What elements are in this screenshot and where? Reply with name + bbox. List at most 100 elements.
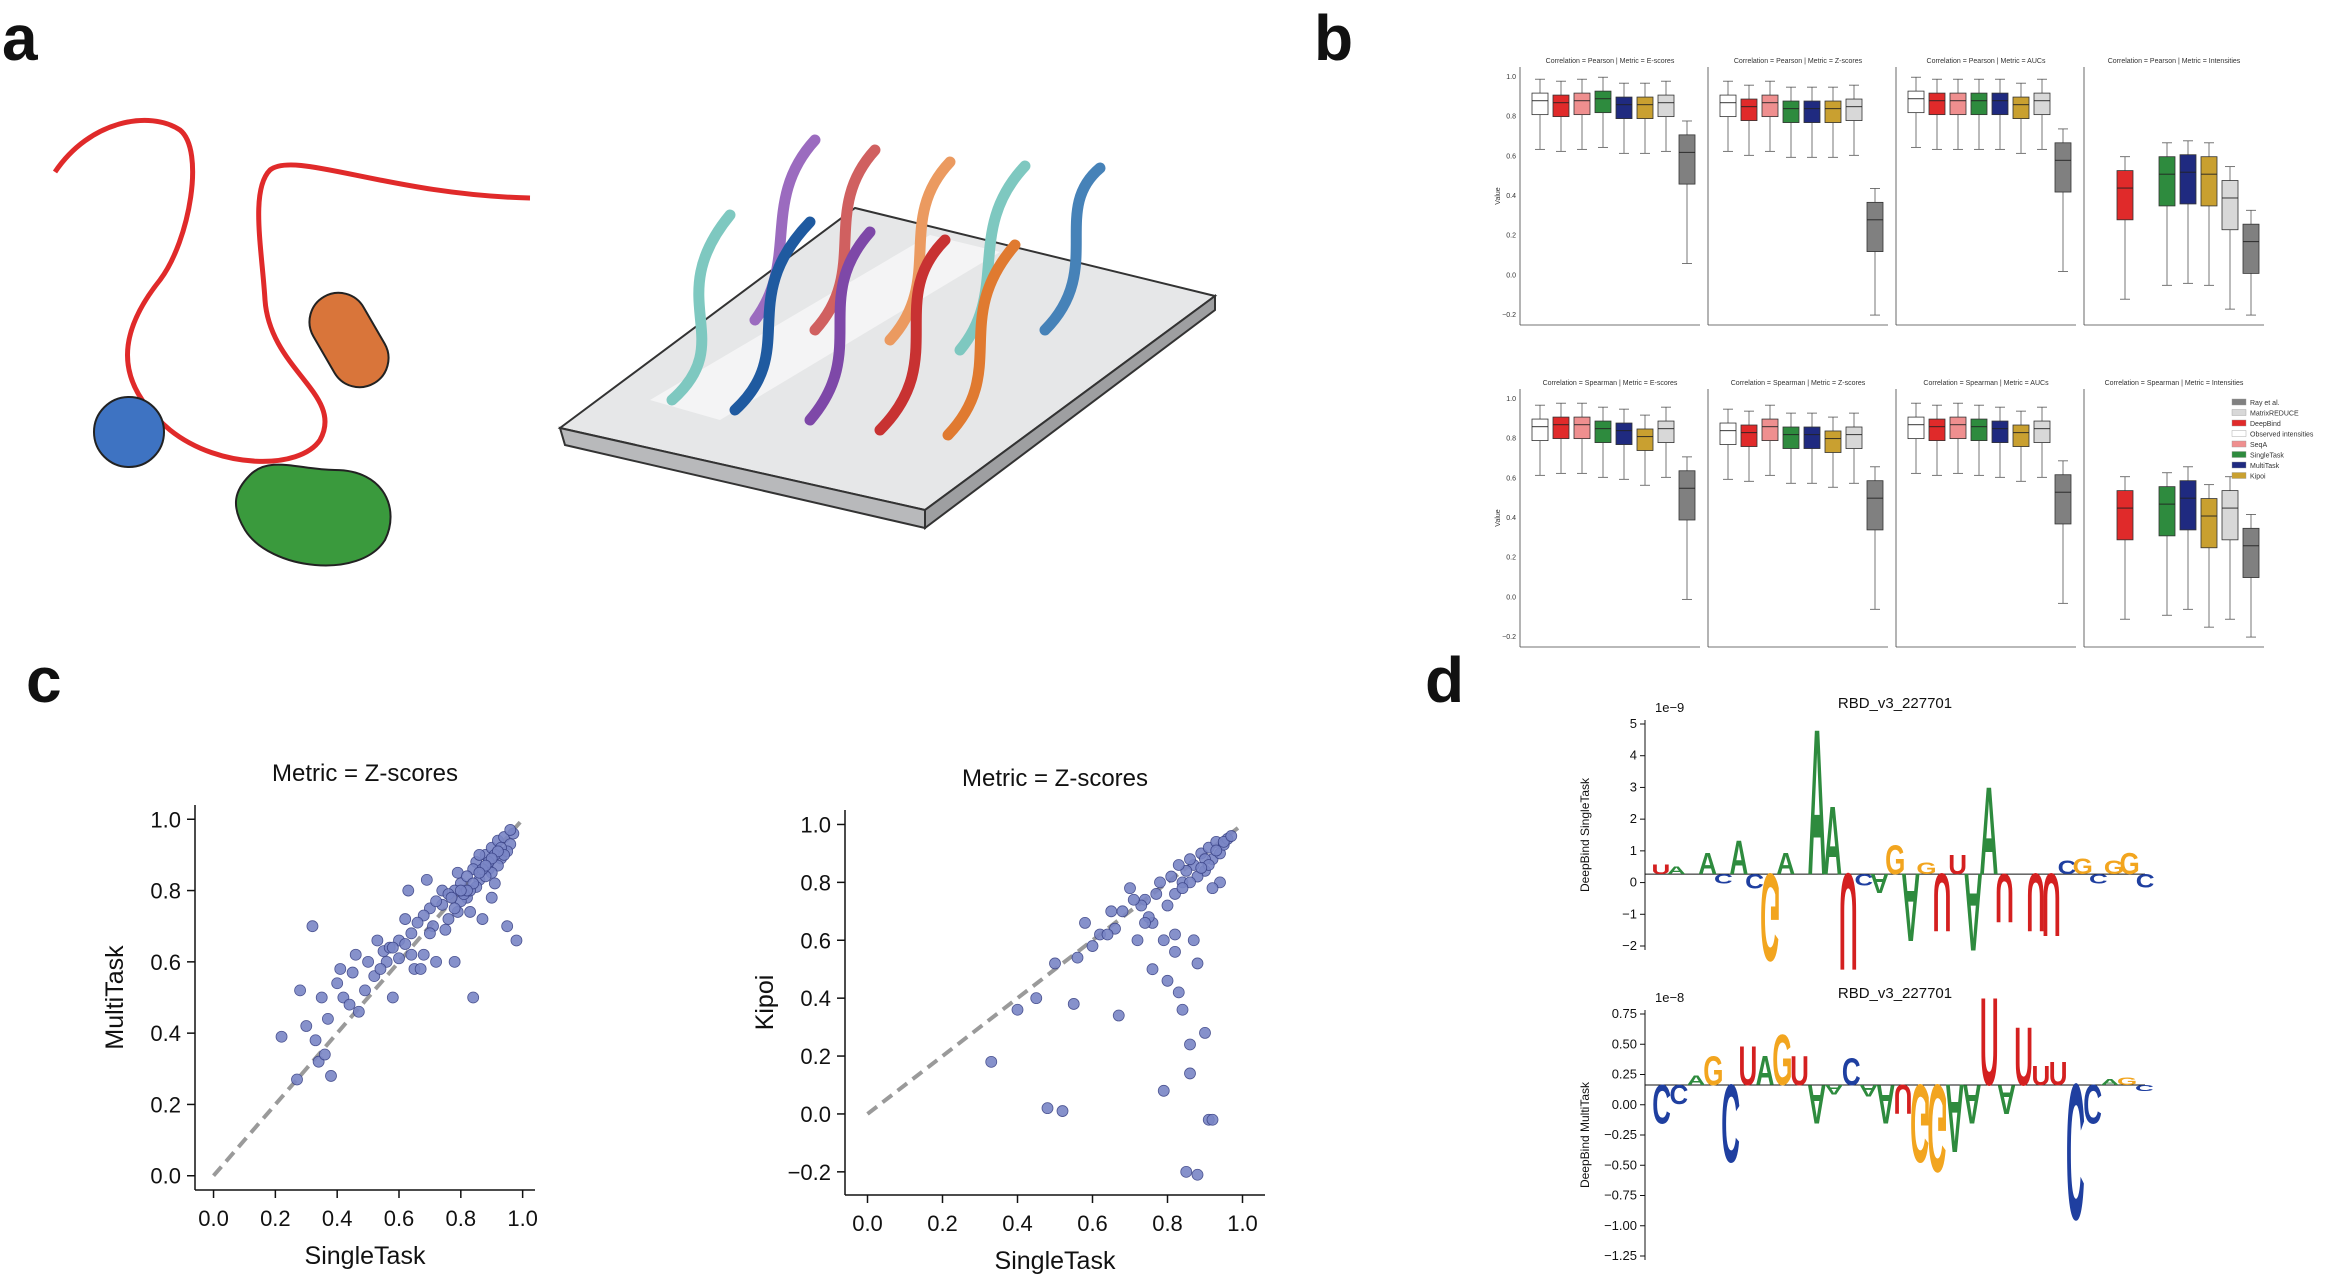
box — [1636, 428, 1654, 451]
legend-swatch — [2231, 430, 2247, 437]
box — [1991, 420, 2009, 443]
logo-letter: U — [2049, 1056, 2068, 1093]
subplot-title: Correlation = Pearson | Metric = Intensi… — [2108, 58, 2241, 65]
y-tick-label: 0.4 — [150, 1021, 181, 1046]
box — [1594, 90, 1612, 114]
logo-tick-label: −1.00 — [1604, 1218, 1637, 1233]
subplot-title: Correlation = Pearson | Metric = Z-score… — [1734, 58, 1863, 65]
logo-letter: A — [1870, 868, 1889, 899]
scatter-point — [359, 984, 371, 997]
logo-letter: A — [1687, 1073, 1706, 1088]
scatter-point — [1041, 1102, 1054, 1115]
logo-letter: G — [1916, 859, 1936, 878]
scatter-point — [1195, 861, 1208, 874]
box — [1803, 426, 1821, 449]
logo-letter: U — [2014, 1011, 2033, 1104]
scatter-point — [1161, 899, 1174, 912]
scatter-point — [1157, 934, 1170, 947]
logo-letter: A — [1776, 847, 1795, 881]
subplot-y-tick: 0.0 — [1506, 594, 1516, 601]
logo-tick-label: 0.50 — [1612, 1036, 1637, 1051]
box — [1573, 416, 1591, 440]
logo-tick-label: 5 — [1630, 716, 1637, 731]
box — [1866, 480, 1884, 531]
box — [1949, 92, 1967, 116]
y-tick-label: 1.0 — [150, 807, 181, 832]
box — [2158, 156, 2176, 207]
scatter-point — [1184, 853, 1196, 866]
subplot-title: Correlation = Spearman | Metric = AUCs — [1923, 380, 2049, 387]
legend-entry: MultiTask — [2250, 463, 2280, 470]
box — [1845, 426, 1863, 449]
scatter-point — [442, 913, 455, 925]
scatter-point — [1206, 1113, 1219, 1126]
scatter-point — [417, 948, 430, 961]
scatter-point — [1101, 928, 1114, 941]
logo-letter: A — [1756, 1049, 1775, 1095]
box — [1719, 422, 1737, 445]
box — [2200, 156, 2218, 207]
x-tick-label: 0.6 — [384, 1206, 415, 1231]
scatter-title: Metric = Z-scores — [272, 760, 458, 787]
logo-letter: A — [1964, 849, 1983, 973]
protein-orange — [308, 291, 390, 389]
box — [1657, 94, 1675, 118]
logo-multitask: 0.75 0.50 0.25 0.00 −0.25 −0.50 −0.75 −1.00 −1.2… — [1578, 973, 2154, 1263]
logo-tick-label: −1.25 — [1604, 1248, 1637, 1263]
logo-tick-label: 2 — [1630, 811, 1637, 826]
logo-letter: C — [1842, 1051, 1861, 1094]
x-tick-label: 0.8 — [1152, 1211, 1183, 1236]
box — [2116, 490, 2134, 541]
scatter-point — [1071, 951, 1084, 964]
legend-swatch — [2231, 472, 2247, 479]
scatter-point — [1161, 974, 1174, 987]
boxplot-subplot: Correlation = Spearman | Metric = Z-scor… — [1707, 380, 1888, 648]
box — [1740, 424, 1758, 447]
scatter-point — [414, 963, 427, 975]
legend-entry: SeqA — [2250, 442, 2267, 449]
scatter-singletask-vs-kipoi: 0.0 0.2 0.4 0.6 0.8 1.0 −0.2 0.0 0.2 0.4 0.6 0.8 1.0… — [751, 765, 1265, 1275]
logo-letter: G — [2073, 855, 2093, 880]
scatter-point — [473, 849, 486, 861]
y-tick-label: 0.0 — [150, 1164, 181, 1189]
legend-entry: DeepBind — [2250, 421, 2281, 428]
box — [1824, 430, 1842, 453]
subplot-title: Correlation = Pearson | Metric = E-score… — [1546, 58, 1675, 65]
scatter-point — [488, 877, 501, 890]
subplot-y-tick: 1.0 — [1506, 396, 1516, 403]
scatter-point — [1184, 1038, 1196, 1051]
boxplot-subplot: Correlation = Spearman | Metric = E-scor… — [1495, 380, 1700, 648]
scatter-point — [393, 952, 405, 965]
logo-exponent: 1e−9 — [1655, 700, 1684, 715]
box — [1740, 98, 1758, 121]
scatter-point — [1127, 893, 1140, 906]
y-tick-label: 0.6 — [150, 950, 181, 975]
scatter-point — [430, 955, 442, 968]
scatter-point — [1116, 905, 1129, 918]
logo-letter: A — [1980, 762, 1999, 902]
x-axis-label: SingleTask — [305, 1242, 426, 1270]
scatter-point — [1191, 957, 1204, 970]
box — [2179, 480, 2197, 531]
x-tick-label: 0.6 — [1077, 1211, 1108, 1236]
logo-tick-label: −2 — [1622, 938, 1637, 953]
scatter-point — [1165, 870, 1178, 883]
scatter-point — [1124, 882, 1136, 895]
logo-letter: A — [1730, 832, 1749, 886]
box — [1845, 98, 1863, 121]
y-tick-label: 1.0 — [800, 812, 831, 837]
scatter-point — [1206, 882, 1219, 895]
y-tick-label: 0.0 — [800, 1102, 831, 1127]
x-tick-label: 0.2 — [927, 1211, 958, 1236]
logo-tick-label: −0.75 — [1604, 1188, 1637, 1203]
logo-tick-label: 4 — [1630, 748, 1637, 763]
scatter-point — [386, 991, 399, 1004]
scatter-point — [405, 927, 418, 940]
logo-letter: G — [2117, 1076, 2137, 1088]
scatter-point — [306, 920, 319, 933]
scatter-point — [1105, 905, 1118, 918]
scatter-point — [362, 955, 374, 968]
logo-tick-label: 1 — [1630, 843, 1637, 858]
scatter-point — [374, 963, 387, 975]
scatter-point — [1191, 1168, 1204, 1181]
